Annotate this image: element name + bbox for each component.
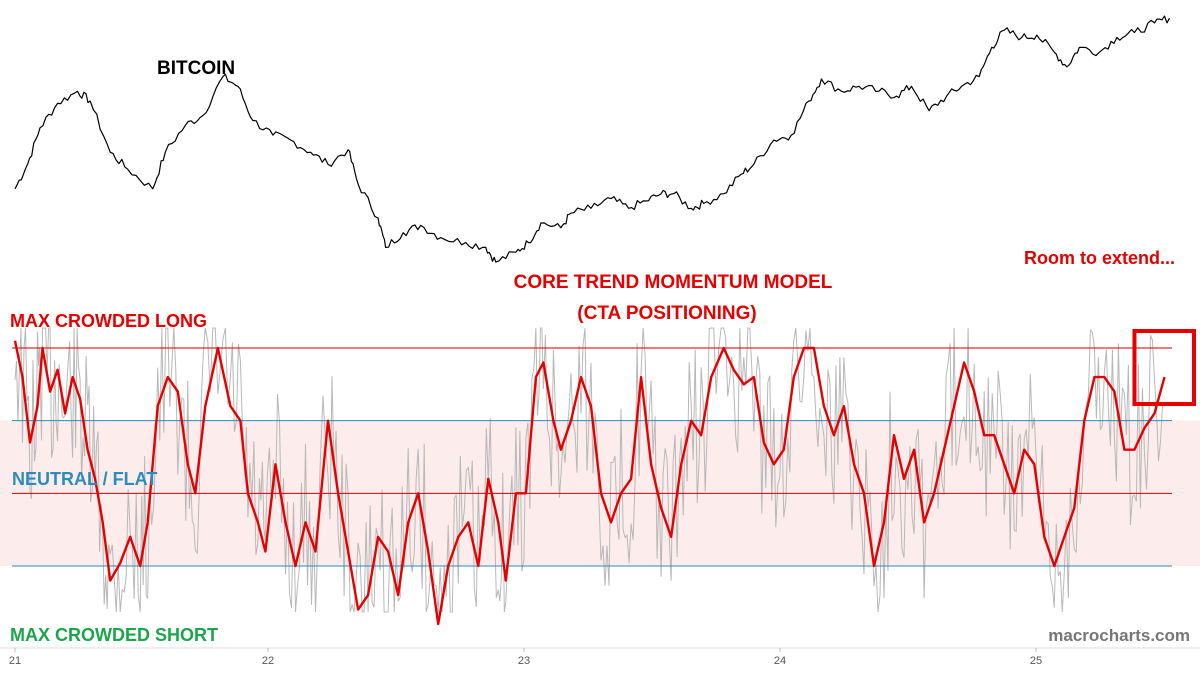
highlight-box	[1132, 329, 1197, 406]
x-tick-label: 25	[1030, 655, 1042, 667]
model-title-line1: CORE TREND MOMENTUM MODEL	[514, 272, 833, 293]
x-tick-label: 23	[518, 655, 530, 667]
model-title-line2: (CTA POSITIONING)	[577, 303, 756, 324]
price-line	[14, 15, 1171, 263]
x-tick-label: 21	[9, 655, 21, 667]
watermark: macrocharts.com	[1048, 626, 1190, 645]
callout-text: Room to extend...	[1024, 248, 1175, 268]
x-tick-label: 22	[262, 655, 274, 667]
max-crowded-short-label: MAX CROWDED SHORT	[10, 625, 218, 645]
neutral-flat-label: NEUTRAL / FLAT	[12, 469, 157, 489]
price-label: BITCOIN	[157, 58, 235, 79]
x-tick-label: 24	[774, 655, 786, 667]
raw-signal-line	[14, 327, 1163, 613]
max-crowded-long-label: MAX CROWDED LONG	[10, 311, 207, 331]
x-axis-ticks: 21 22 23 24 25	[9, 648, 1042, 667]
model-line	[13, 340, 1166, 626]
